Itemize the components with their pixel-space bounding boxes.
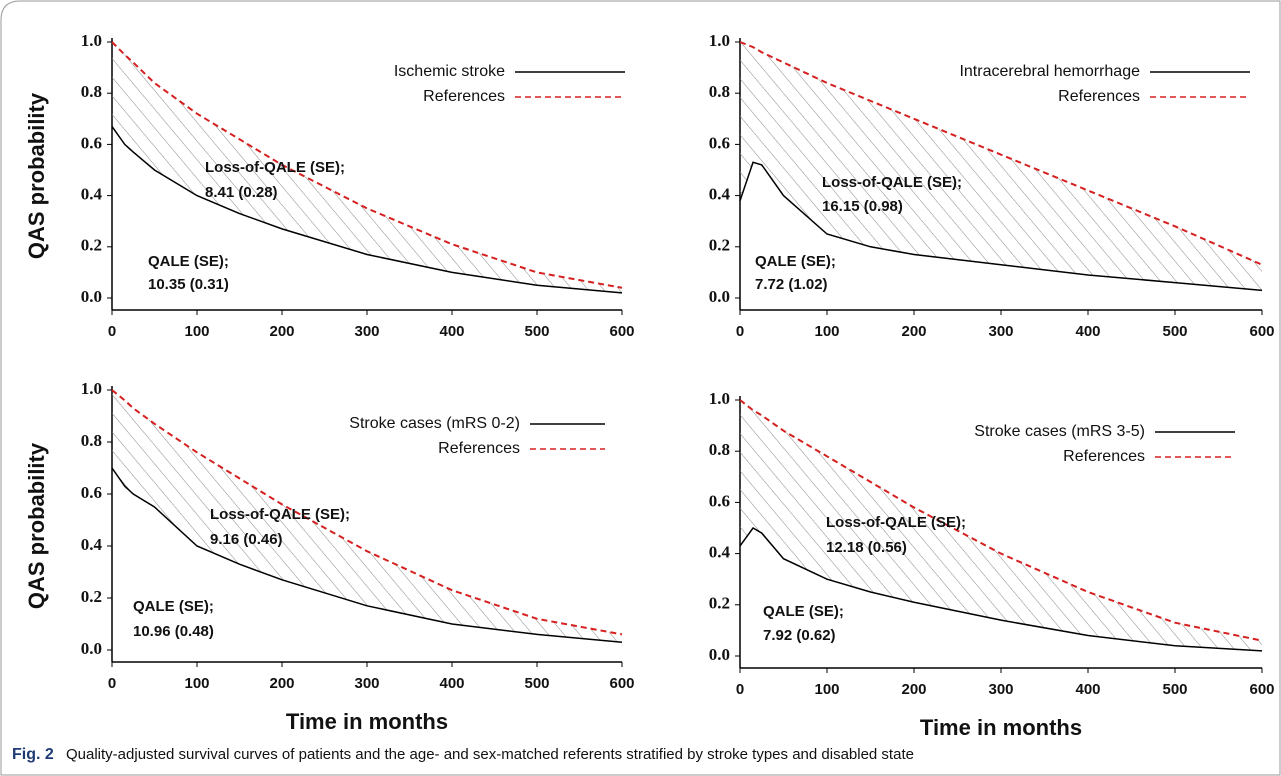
x-tick-label: 400 (439, 675, 464, 692)
x-tick-label: 400 (1075, 681, 1100, 698)
annotation: Loss-of-QALE (SE); (826, 514, 966, 531)
annotation: 7.72 (1.02) (755, 276, 828, 293)
x-tick-label: 200 (901, 323, 926, 340)
y-tick-label: 0.0 (709, 287, 730, 306)
series-line (111, 126, 623, 294)
y-tick-label: 1.0 (709, 389, 730, 408)
x-tick-label: 500 (524, 323, 549, 340)
x-tick-label: 0 (736, 323, 744, 340)
y-axis-title: QAS probability (24, 442, 49, 609)
annotation: Loss-of-QALE (SE); (205, 159, 345, 176)
y-tick-label: 1.0 (81, 379, 102, 398)
y-tick-label: 0.4 (81, 535, 103, 554)
x-tick-label: 0 (736, 681, 744, 698)
x-tick-label: 100 (184, 675, 209, 692)
annotation: Loss-of-QALE (SE); (822, 174, 962, 191)
x-tick-label: 600 (1249, 681, 1274, 698)
caption-text: Quality-adjusted survival curves of pati… (66, 746, 914, 763)
annotation: 10.35 (0.31) (148, 276, 229, 293)
x-tick-label: 0 (108, 323, 116, 340)
x-tick-label: 200 (269, 675, 294, 692)
x-tick-label: 200 (901, 681, 926, 698)
x-tick-label: 400 (1075, 323, 1100, 340)
legend-label: Stroke cases (mRS 3-5) (974, 423, 1145, 440)
legend-label: References (1058, 88, 1140, 105)
caption-label: Fig. 2 (12, 746, 54, 763)
x-tick-label: 400 (439, 323, 464, 340)
y-tick-label: 0.8 (709, 440, 730, 459)
annotation: QALE (SE); (133, 598, 214, 615)
y-tick-label: 0.6 (81, 133, 102, 152)
annotation: Loss-of-QALE (SE); (210, 506, 350, 523)
y-tick-label: 0.4 (81, 185, 103, 204)
y-tick-label: 0.8 (81, 431, 102, 450)
annotation: QALE (SE); (763, 603, 844, 620)
y-tick-label: 0.2 (709, 594, 730, 613)
y-tick-label: 0.0 (81, 287, 102, 306)
series-line (739, 161, 1263, 292)
y-tick-label: 0.2 (81, 587, 102, 606)
y-tick-label: 0.8 (709, 82, 730, 101)
annotation: 7.92 (0.62) (763, 627, 836, 644)
series-line (739, 399, 1263, 642)
legend-label: Intracerebral hemorrhage (959, 63, 1140, 80)
annotation: 8.41 (0.28) (205, 184, 278, 201)
y-tick-label: 0.4 (709, 543, 731, 562)
x-axis-title: Time in months (286, 709, 448, 734)
x-tick-label: 300 (988, 323, 1013, 340)
x-axis-title: Time in months (920, 715, 1082, 740)
series-line (111, 41, 623, 289)
y-tick-label: 0.0 (81, 639, 102, 658)
y-tick-label: 0.2 (81, 236, 102, 255)
y-axis-title: QAS probability (24, 92, 49, 259)
annotation: 9.16 (0.46) (210, 531, 283, 548)
x-tick-label: 100 (814, 323, 839, 340)
y-tick-label: 1.0 (81, 31, 102, 50)
x-tick-label: 500 (524, 675, 549, 692)
x-tick-label: 200 (269, 323, 294, 340)
loss-area (740, 400, 1262, 651)
legend-label: References (423, 88, 505, 105)
annotation: 12.18 (0.56) (826, 539, 907, 556)
annotation: QALE (SE); (148, 253, 229, 270)
annotation: 16.15 (0.98) (822, 198, 903, 215)
legend-label: References (1063, 448, 1145, 465)
x-tick-label: 300 (354, 675, 379, 692)
legend-label: Ischemic stroke (394, 63, 505, 80)
loss-area (112, 42, 622, 293)
x-tick-label: 500 (1162, 323, 1187, 340)
y-tick-label: 0.6 (709, 491, 730, 510)
x-tick-label: 0 (108, 675, 116, 692)
annotation: 10.96 (0.48) (133, 623, 214, 640)
loss-area (112, 390, 622, 643)
x-tick-label: 100 (814, 681, 839, 698)
x-tick-label: 600 (609, 675, 634, 692)
y-tick-label: 0.0 (709, 645, 730, 664)
loss-area (740, 42, 1262, 291)
annotation: QALE (SE); (755, 253, 836, 270)
x-tick-label: 500 (1162, 681, 1187, 698)
x-tick-label: 600 (609, 323, 634, 340)
y-tick-label: 0.4 (709, 185, 731, 204)
series-line (111, 467, 623, 643)
series-line (739, 527, 1263, 652)
series-line (739, 41, 1263, 266)
x-tick-label: 600 (1249, 323, 1274, 340)
y-tick-label: 0.6 (81, 483, 102, 502)
y-tick-label: 0.8 (81, 82, 102, 101)
y-tick-label: 0.2 (709, 236, 730, 255)
y-tick-label: 1.0 (709, 31, 730, 50)
legend-label: References (438, 440, 520, 457)
series-line (111, 389, 623, 636)
legend-label: Stroke cases (mRS 0-2) (349, 415, 520, 432)
x-tick-label: 100 (184, 323, 209, 340)
x-tick-label: 300 (354, 323, 379, 340)
x-tick-label: 300 (988, 681, 1013, 698)
y-tick-label: 0.6 (709, 133, 730, 152)
